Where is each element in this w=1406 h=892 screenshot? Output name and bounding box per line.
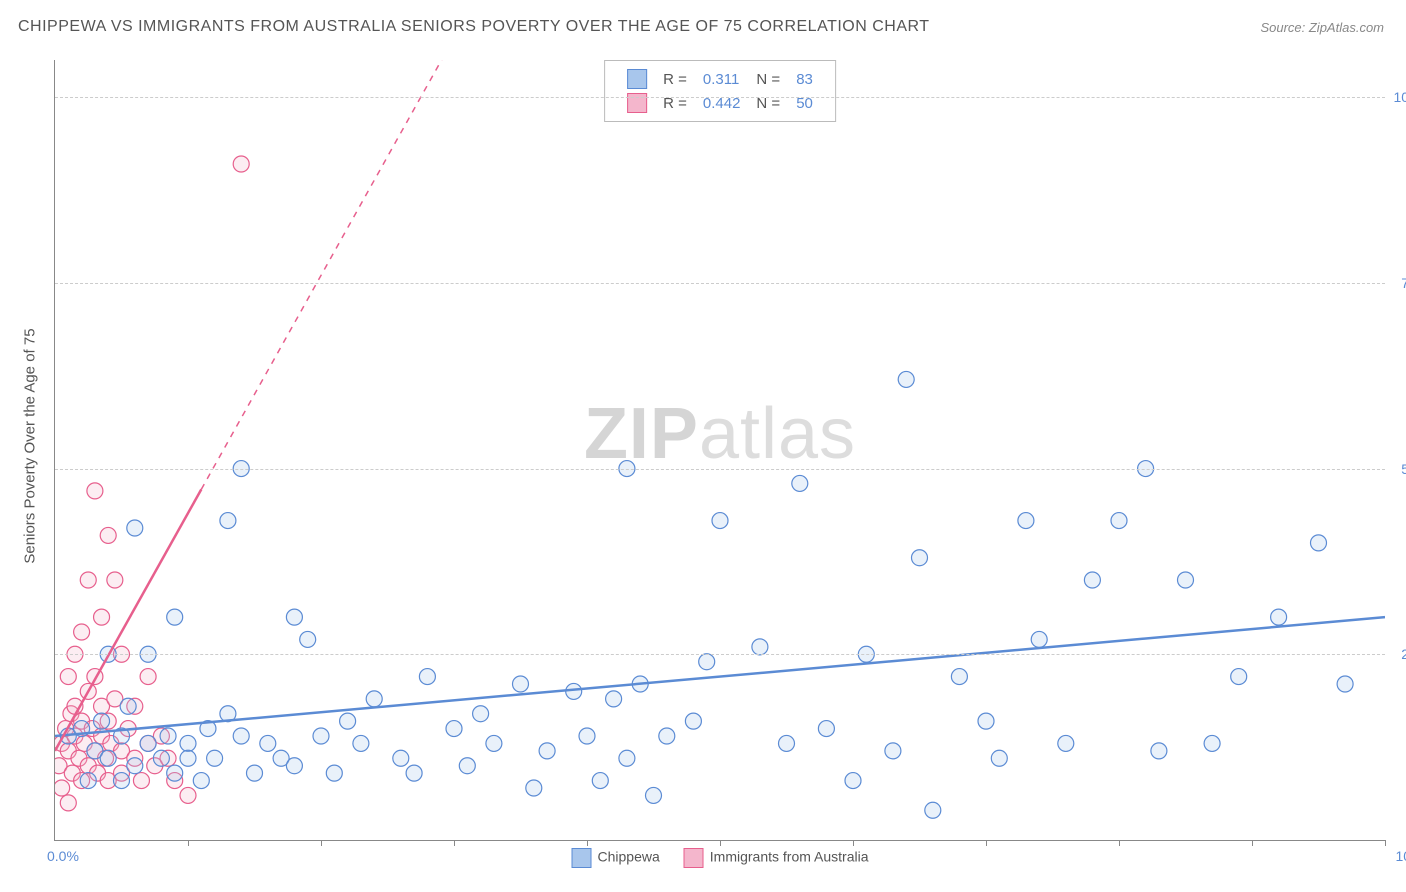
x-tick xyxy=(188,840,189,846)
grid-line xyxy=(55,97,1385,98)
stats-box: R = 0.311 N = 83 R = 0.442 N = 50 xyxy=(604,60,836,122)
y-tick-label: 50.0% xyxy=(1391,461,1406,477)
y-tick-label: 100.0% xyxy=(1391,89,1406,105)
stats-n-label: N = xyxy=(748,91,788,115)
x-axis-origin-label: 0.0% xyxy=(47,848,79,864)
x-axis-max-label: 100.0% xyxy=(1396,848,1406,864)
stats-r-label: R = xyxy=(655,91,695,115)
legend-bottom: Chippewa Immigrants from Australia xyxy=(572,848,869,868)
chart-title: CHIPPEWA VS IMMIGRANTS FROM AUSTRALIA SE… xyxy=(18,18,930,36)
x-tick xyxy=(587,840,588,846)
y-tick-label: 25.0% xyxy=(1391,646,1406,662)
stats-row-chippewa: R = 0.311 N = 83 xyxy=(619,67,821,91)
legend-item-immigrants: Immigrants from Australia xyxy=(684,848,869,868)
plot-area: ZIPatlas R = 0.311 N = 83 R = 0.442 N = … xyxy=(54,60,1385,841)
x-tick xyxy=(986,840,987,846)
legend-swatch-immigrants xyxy=(684,848,704,868)
legend-item-chippewa: Chippewa xyxy=(572,848,660,868)
grid-line xyxy=(55,469,1385,470)
legend-swatch-chippewa xyxy=(572,848,592,868)
x-tick xyxy=(321,840,322,846)
x-tick xyxy=(1385,840,1386,846)
stats-r-value-chippewa: 0.311 xyxy=(695,67,749,91)
chart-svg xyxy=(55,60,1385,840)
watermark-bold: ZIP xyxy=(584,394,699,474)
watermark: ZIPatlas xyxy=(584,393,856,475)
legend-label-chippewa: Chippewa xyxy=(598,849,660,865)
stats-n-label: N = xyxy=(748,67,788,91)
source-label: Source: ZipAtlas.com xyxy=(1260,20,1384,35)
x-tick xyxy=(1119,840,1120,846)
x-tick xyxy=(1252,840,1253,846)
grid-line xyxy=(55,283,1385,284)
y-tick-label: 75.0% xyxy=(1391,275,1406,291)
stats-n-value-immigrants: 50 xyxy=(788,91,821,115)
stats-r-label: R = xyxy=(655,67,695,91)
grid-line xyxy=(55,654,1385,655)
stats-swatch-chippewa xyxy=(627,69,647,89)
y-axis-title: Seniors Poverty Over the Age of 75 xyxy=(22,328,39,563)
watermark-light: atlas xyxy=(699,394,856,474)
stats-row-immigrants: R = 0.442 N = 50 xyxy=(619,91,821,115)
x-tick xyxy=(853,840,854,846)
stats-n-value-chippewa: 83 xyxy=(788,67,821,91)
stats-r-value-immigrants: 0.442 xyxy=(695,91,749,115)
x-tick xyxy=(454,840,455,846)
legend-label-immigrants: Immigrants from Australia xyxy=(710,849,869,865)
x-tick xyxy=(720,840,721,846)
stats-swatch-immigrants xyxy=(627,93,647,113)
